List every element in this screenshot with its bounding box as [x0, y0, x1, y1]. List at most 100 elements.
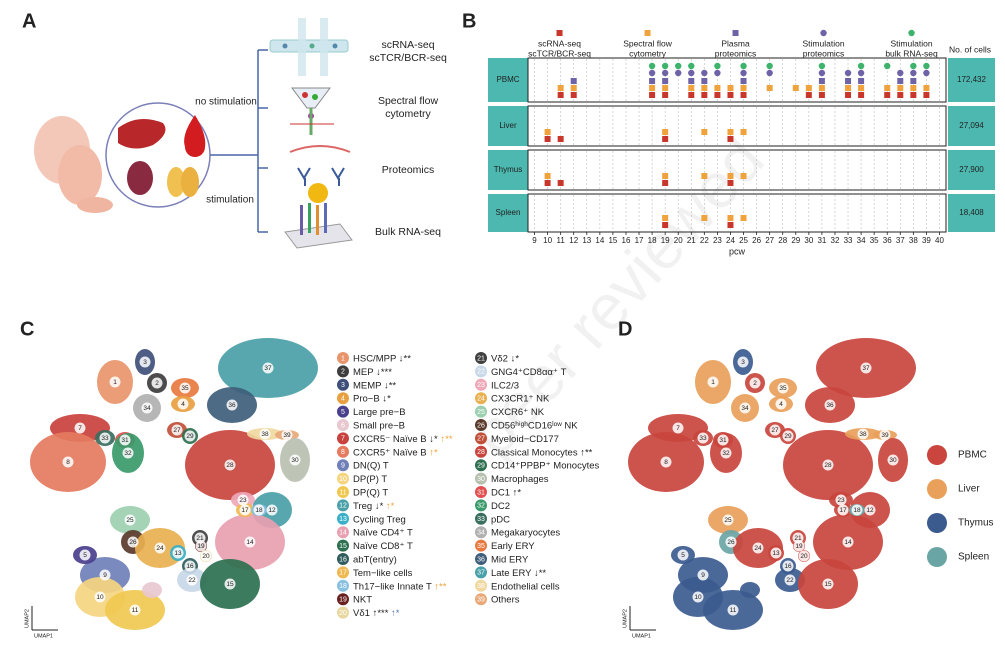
- x-tick-label: 14: [595, 236, 604, 245]
- legend-label: Late ERY ↓**: [491, 567, 546, 578]
- cluster-number: 16: [784, 563, 792, 570]
- cluster-number: 12: [866, 507, 874, 514]
- x-tick-label: 24: [726, 236, 735, 245]
- row-frame: [527, 193, 947, 233]
- sample-dot: [818, 78, 825, 84]
- row-label-cell: [488, 150, 528, 190]
- sample-dot: [910, 78, 917, 84]
- cluster-badge: [94, 591, 106, 603]
- cluster-number: 32: [722, 450, 730, 457]
- sample-dot: [766, 62, 773, 70]
- legend-number: 3: [341, 382, 345, 389]
- row-label: Thymus: [494, 165, 522, 174]
- legend-swatch: [337, 378, 349, 391]
- legend-text: ↑*: [513, 487, 522, 498]
- panel-label: C: [20, 318, 34, 340]
- row-label: PBMC: [496, 75, 519, 84]
- sample-dot: [662, 180, 669, 186]
- legend-swatch: [475, 405, 487, 418]
- cluster-number: 23: [837, 497, 845, 504]
- cluster-number: 3: [741, 359, 745, 366]
- cluster-badge: [837, 504, 849, 516]
- legend-label: DP(P) T: [353, 474, 387, 485]
- sample-dot: [727, 129, 734, 135]
- sample-dot: [805, 85, 812, 91]
- assay-label: Proteomics: [382, 164, 435, 176]
- cluster-number: 7: [78, 425, 82, 432]
- cluster-badge: [784, 574, 796, 586]
- legend-text: abT(entry): [353, 554, 397, 565]
- legend-number: 13: [339, 516, 347, 523]
- cluster-badge: [195, 540, 207, 552]
- cluster-badge: [172, 547, 184, 559]
- cluster-badge: [717, 434, 729, 446]
- legend-number: 14: [339, 530, 347, 537]
- cluster-number: 25: [126, 517, 134, 524]
- sample-dot: [766, 85, 773, 91]
- cluster-number: 28: [824, 462, 832, 469]
- legend-label: GNG4⁺CD8αα⁺ T: [491, 366, 567, 377]
- cluster-badge: [749, 377, 761, 389]
- row-label-cell: [488, 106, 528, 146]
- cluster-number: 8: [664, 459, 668, 466]
- legend-number: 12: [339, 503, 347, 510]
- legend-label: Naïve CD8⁺ T: [353, 541, 413, 552]
- cluster-badge: [79, 549, 91, 561]
- cluster-badge: [262, 362, 274, 374]
- legend-text: DC1: [491, 487, 510, 498]
- legend-text: Vδ2: [491, 353, 508, 364]
- sample-dot: [557, 85, 564, 91]
- legend-number: 7: [341, 436, 345, 443]
- legend-label: CXCR5⁺ Naïve B ↑*: [353, 447, 438, 458]
- sample-dot: [818, 62, 826, 70]
- cluster-number: 38: [261, 431, 269, 438]
- legend-label: NKT: [353, 594, 372, 605]
- sample-dot: [714, 92, 721, 98]
- legend-swatch: [475, 432, 487, 445]
- cluster-number: 16: [186, 563, 194, 570]
- x-axis-label: pcw: [729, 246, 746, 256]
- legend-number: 19: [339, 597, 347, 604]
- sample-dot: [727, 222, 734, 228]
- cluster-badge: [737, 356, 749, 368]
- legend-number: 32: [477, 503, 485, 510]
- legend-swatch: [475, 486, 487, 498]
- cluster-badge: [109, 376, 121, 388]
- sample-dot: [688, 85, 695, 91]
- sample-dot: [740, 92, 747, 98]
- cluster-number: 31: [121, 437, 129, 444]
- legend-number: 26: [477, 422, 485, 429]
- sample-dot: [662, 85, 669, 91]
- cluster-number: 26: [727, 539, 735, 546]
- sample-dot: [688, 62, 695, 70]
- x-tick-label: 29: [791, 236, 800, 245]
- cluster-badge: [239, 504, 251, 516]
- legend-text: CXCR5⁺ Naïve B: [353, 447, 427, 458]
- legend-text: MEP: [353, 366, 373, 377]
- legend-text: ↓*: [375, 500, 384, 511]
- x-tick-label: 33: [844, 236, 853, 245]
- sample-dot: [570, 85, 577, 91]
- cluster-badge: [770, 547, 782, 559]
- cluster-badge: [707, 376, 719, 388]
- cluster-number: 39: [283, 432, 291, 439]
- row-frame: [527, 57, 947, 103]
- x-tick-label: 37: [896, 236, 905, 245]
- legend-text: Tem−like cells: [353, 567, 413, 578]
- assay-label: scRNA-seq: [381, 39, 434, 51]
- legend-label: DC1 ↑*: [491, 487, 521, 498]
- sample-dot: [858, 78, 865, 84]
- legend-text: Naïve CD8⁺ T: [353, 541, 413, 552]
- legend-swatch: [475, 526, 487, 539]
- legend-label: Vδ2 ↓*: [491, 353, 519, 364]
- sample-dot: [858, 85, 865, 91]
- legend-label: Early ERY: [491, 541, 535, 552]
- cluster-badge: [139, 356, 151, 368]
- legend-number: 28: [477, 449, 485, 456]
- legend-text: ↓***: [376, 366, 392, 377]
- legend-text: pDC: [491, 514, 510, 525]
- legend-label: bulk RNA-seq: [885, 48, 938, 58]
- cluster-number: 15: [824, 581, 832, 588]
- cluster-badge: [154, 542, 166, 554]
- legend-label: pDC: [491, 514, 510, 525]
